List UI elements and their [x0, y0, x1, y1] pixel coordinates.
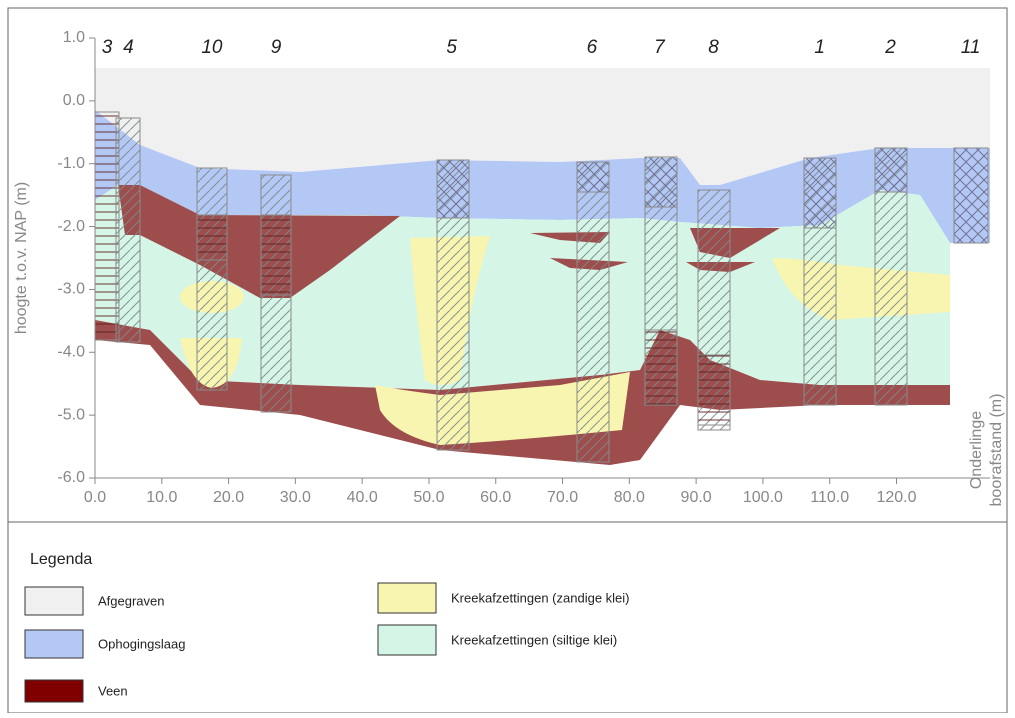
borehole-column	[196, 214, 228, 261]
y-tick-label: -1.0	[57, 155, 85, 172]
legend-title: Legenda	[30, 551, 92, 568]
layer-afgegraven	[95, 68, 990, 185]
borehole-label: 3	[102, 37, 113, 58]
borehole-column	[874, 147, 908, 193]
x-tick-label: 70.0	[547, 489, 578, 506]
layer-veen	[118, 185, 400, 298]
x-axis-label: Onderlinge	[968, 411, 985, 489]
y-tick-label: 0.0	[63, 92, 85, 109]
y-tick-label: 1.0	[63, 29, 85, 46]
legend-swatch	[377, 624, 437, 656]
borehole-column	[196, 167, 228, 391]
x-tick-label: 60.0	[480, 489, 511, 506]
borehole-label: 7	[654, 37, 666, 58]
legend-swatch	[24, 586, 84, 616]
legend-label: Kreekafzettingen (zandige klei)	[451, 590, 630, 605]
x-tick-label: 10.0	[146, 489, 177, 506]
borehole-label: 10	[201, 37, 223, 58]
x-tick-label: 110.0	[810, 489, 849, 506]
legend-swatch	[24, 679, 84, 703]
x-axis-label: boorafstand (m)	[988, 394, 1005, 507]
borehole-label: 11	[961, 37, 981, 58]
borehole-column	[115, 117, 141, 343]
borehole-label: 4	[123, 37, 134, 58]
x-tick-label: 30.0	[280, 489, 311, 506]
y-tick-label: -4.0	[57, 344, 85, 361]
borehole-column	[576, 161, 610, 193]
borehole-label: 1	[814, 37, 825, 58]
legend-swatch	[377, 582, 437, 614]
borehole-column	[436, 159, 470, 219]
borehole-column	[644, 329, 678, 406]
y-tick-label: -6.0	[57, 469, 85, 486]
x-tick-label: 40.0	[347, 489, 378, 506]
y-tick-label: -3.0	[57, 281, 85, 298]
legend-label: Veen	[98, 683, 128, 698]
borehole-label: 6	[587, 37, 598, 58]
x-tick-label: 90.0	[681, 489, 712, 506]
x-tick-label: 80.0	[614, 489, 645, 506]
borehole-column	[94, 111, 120, 341]
legend-label: Kreekafzettingen (siltige klei)	[451, 632, 617, 647]
x-tick-label: 0.0	[84, 489, 106, 506]
layers	[95, 68, 990, 465]
x-tick-label: 120.0	[876, 489, 916, 506]
y-axis-label: hoogte t.o.v. NAP (m)	[13, 182, 30, 334]
borehole-label: 8	[708, 37, 719, 58]
y-tick-label: -2.0	[57, 218, 85, 235]
x-tick-label: 50.0	[413, 489, 444, 506]
borehole-column	[644, 156, 678, 208]
borehole-column	[260, 214, 292, 296]
borehole-columns	[94, 111, 989, 463]
borehole-column	[576, 161, 610, 463]
legend-label: Afgegraven	[98, 593, 165, 608]
borehole-label: 5	[446, 37, 457, 58]
layer-ophoging	[95, 110, 990, 243]
borehole-column	[697, 354, 731, 426]
x-tick-label: 100.0	[743, 489, 783, 506]
borehole-label: 2	[884, 37, 896, 58]
x-tick-label: 20.0	[213, 489, 244, 506]
legend-label: Ophogingslaag	[98, 636, 185, 651]
legend-swatch	[24, 629, 84, 659]
y-tick-label: -5.0	[57, 406, 85, 423]
borehole-column	[803, 157, 837, 229]
borehole-column	[953, 147, 989, 244]
borehole-label: 9	[271, 37, 282, 58]
